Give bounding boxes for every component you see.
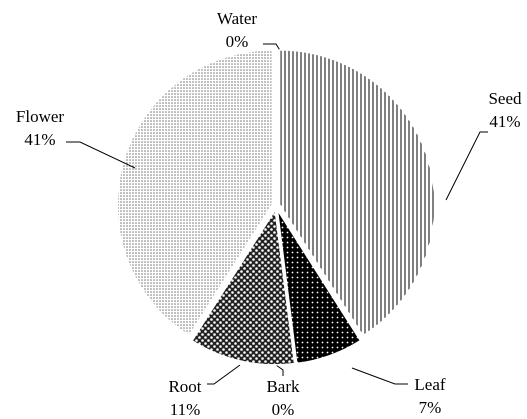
pie-slice xyxy=(191,207,296,366)
slice-value-label: 11% xyxy=(170,400,201,419)
pie-slice xyxy=(116,49,273,337)
leader-line xyxy=(207,364,241,385)
leader-line xyxy=(351,367,408,385)
leader-line xyxy=(66,141,136,169)
slice-value-label: 0% xyxy=(226,32,249,51)
slice-value-label: 41% xyxy=(489,112,520,131)
slice-label: Root xyxy=(168,377,201,396)
slice-value-label: 0% xyxy=(272,400,295,419)
slice-label: Leaf xyxy=(414,375,445,394)
pie-slice xyxy=(275,209,297,364)
slice-label: Seed xyxy=(488,89,522,108)
slice-label: Bark xyxy=(266,377,300,396)
pie-slice xyxy=(279,49,436,337)
slice-label: Water xyxy=(217,9,257,28)
pie-slice xyxy=(276,209,362,365)
slice-label: Flower xyxy=(16,107,65,126)
slice-value-label: 7% xyxy=(419,398,442,417)
slice-value-label: 41% xyxy=(24,130,55,149)
leader-line xyxy=(275,364,284,376)
leader-line xyxy=(445,131,488,201)
